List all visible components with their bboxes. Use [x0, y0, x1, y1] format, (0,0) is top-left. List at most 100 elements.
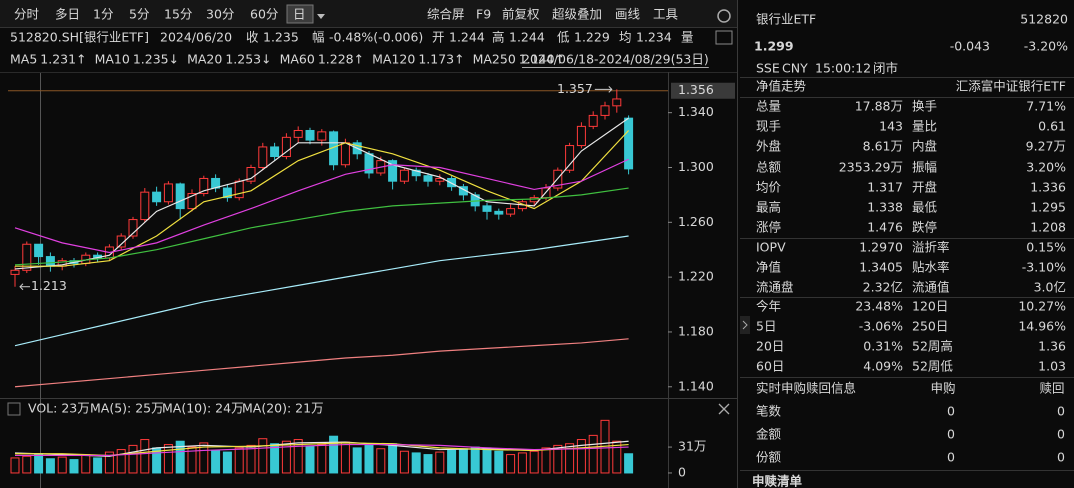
quote-label: 今年 — [756, 299, 781, 314]
tool-button[interactable]: F9 — [476, 7, 491, 22]
panel-toggle[interactable] — [740, 316, 750, 334]
candle-body — [399, 169, 409, 182]
period-dropdown[interactable] — [317, 14, 325, 19]
quote-label: 流通值 — [912, 280, 950, 295]
low-arrow-head — [19, 283, 24, 291]
volume-bar — [541, 447, 551, 474]
volume-bar — [222, 451, 232, 474]
quote-value: 4.09% — [863, 359, 903, 374]
subscription-value: 0 — [947, 404, 955, 419]
subscription-value: 0 — [947, 450, 955, 465]
volume-bar — [175, 440, 185, 474]
volume-bar — [234, 447, 244, 474]
volume-bar — [293, 439, 303, 474]
volume-bar — [199, 442, 209, 474]
quote-value: 23.48% — [855, 299, 903, 314]
candle-body — [340, 142, 350, 166]
tool-button[interactable]: 画线 — [615, 7, 641, 22]
symbol: 512820.SH[银行业ETF] — [10, 30, 149, 45]
info-label: 均 — [619, 30, 632, 45]
volume-bar — [22, 455, 32, 474]
quote-label: 溢折率 — [912, 240, 950, 255]
period-tab[interactable]: 多日 — [55, 7, 80, 22]
period-tab[interactable]: 5分 — [129, 7, 149, 22]
quote-label: 5日 — [756, 319, 776, 334]
candle-body — [494, 210, 504, 215]
y-tick-label: 1.220 — [678, 269, 714, 284]
last-price: 1.299 — [754, 39, 794, 54]
period-tab[interactable]: 1分 — [93, 7, 113, 22]
candle-body — [187, 193, 197, 210]
status-item: CNY — [782, 61, 808, 76]
quote-value: 8.61万 — [863, 139, 903, 154]
quote-value: 1.317 — [867, 180, 903, 195]
info-label: 幅 — [312, 30, 325, 45]
candle-body — [128, 219, 138, 237]
help-icon[interactable] — [7, 402, 21, 416]
period-tab[interactable]: 15分 — [164, 7, 192, 22]
close-icon[interactable] — [718, 403, 730, 415]
period-tab[interactable]: 分时 — [14, 7, 40, 22]
tool-button[interactable]: 综合屏 — [427, 7, 465, 22]
tool-button[interactable]: 工具 — [653, 7, 679, 22]
info-value: 1.244 — [449, 30, 485, 45]
date: 2024/06/20 — [160, 30, 232, 45]
fund-short-name: 银行业ETF — [756, 12, 816, 27]
volume-legend: MA(10): 24万 — [162, 401, 244, 416]
candle-body — [175, 183, 185, 210]
candle-body — [152, 191, 162, 203]
quote-label: 现手 — [756, 119, 781, 134]
period-tab[interactable]: 60分 — [250, 7, 278, 22]
quote-value: 1.3405 — [859, 260, 903, 275]
footer-tab[interactable]: 申赎清单 — [752, 474, 803, 488]
quote-value: 1.338 — [867, 200, 903, 215]
subscription-column: 申购 — [930, 381, 955, 396]
candle-body — [482, 205, 492, 212]
volume-bar — [376, 448, 386, 474]
volume-bar — [506, 454, 516, 474]
volume-bar — [340, 441, 350, 474]
status-item: 闭市 — [873, 61, 898, 76]
settings-icon[interactable] — [717, 9, 731, 23]
window-icon[interactable] — [715, 30, 733, 45]
last-price-label: 1.356 — [678, 82, 714, 97]
price-change-pct: -3.20% — [1024, 39, 1068, 54]
quote-value: 17.88万 — [855, 99, 903, 114]
quote-label: 换手 — [912, 99, 937, 114]
legend-value: 1.228↑ — [318, 52, 364, 67]
candle-body — [423, 175, 433, 182]
info-value: 1.235 — [263, 30, 299, 45]
quote-label: 最低 — [912, 200, 938, 215]
candle-body — [34, 243, 44, 258]
quote-value: 143 — [879, 119, 903, 134]
quote-value: 14.96% — [1018, 319, 1066, 334]
candle-body — [116, 235, 126, 248]
quote-value: 1.03 — [1038, 359, 1066, 374]
volume-bar — [45, 458, 55, 474]
quote-label: 20日 — [756, 339, 784, 354]
info-value: 1.244 — [509, 30, 545, 45]
quote-value: 0.61 — [1038, 119, 1066, 134]
period-tab[interactable]: 日 — [293, 7, 306, 22]
volume-tick-label: 31万 — [678, 439, 706, 454]
legend-value: 1.140↑ — [519, 52, 565, 67]
high-label: 1.357 — [557, 81, 593, 96]
volume-bar — [458, 448, 468, 474]
legend-name: MA60 — [280, 52, 315, 67]
tool-button[interactable]: 超级叠加 — [552, 7, 602, 22]
quote-label: 贴水率 — [912, 260, 950, 275]
candle-body — [305, 129, 315, 141]
volume-bar — [140, 439, 150, 474]
period-tab[interactable]: 30分 — [206, 7, 234, 22]
status-item: 15:00:12 — [815, 61, 871, 76]
subscription-column: 赎回 — [1039, 381, 1064, 396]
quote-label: 52周高 — [912, 339, 953, 354]
volume-bar — [69, 459, 79, 474]
quote-value: 1.476 — [867, 220, 903, 235]
candle-body — [281, 136, 291, 158]
tool-button[interactable]: 前复权 — [502, 7, 540, 22]
subscription-label: 金额 — [756, 427, 782, 442]
subscription-value: 0 — [1057, 450, 1065, 465]
status-item: SSE — [756, 61, 780, 76]
info-value: 1.234 — [636, 30, 672, 45]
